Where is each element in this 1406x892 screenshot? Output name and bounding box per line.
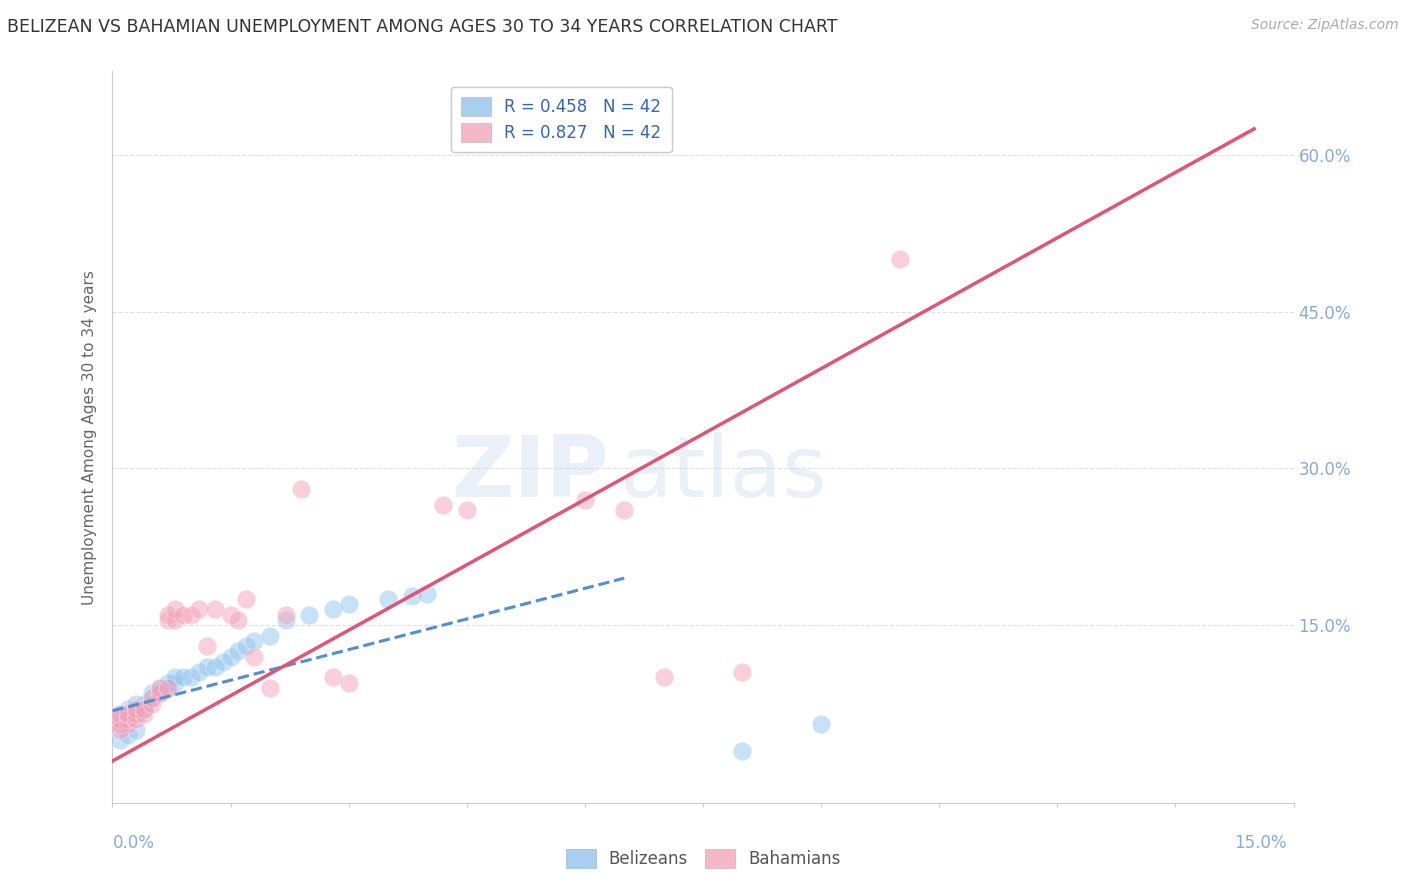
Point <box>204 602 226 616</box>
Text: ZIP: ZIP <box>451 432 609 516</box>
Point <box>110 717 132 731</box>
Point <box>172 670 194 684</box>
Point <box>228 644 250 658</box>
Point <box>141 691 163 706</box>
Point <box>156 607 179 622</box>
Point <box>165 602 187 616</box>
Point <box>141 691 163 706</box>
Point <box>574 492 596 507</box>
Point <box>117 712 139 726</box>
Point <box>149 681 172 695</box>
Point <box>259 681 281 695</box>
Text: atlas: atlas <box>620 432 828 516</box>
Point <box>110 717 132 731</box>
Point <box>156 681 179 695</box>
Point <box>337 675 360 690</box>
Point <box>141 686 163 700</box>
Point <box>117 702 139 716</box>
Point <box>377 592 399 607</box>
Point <box>117 728 139 742</box>
Point <box>110 712 132 726</box>
Point <box>337 597 360 611</box>
Point <box>125 712 148 726</box>
Point <box>228 613 250 627</box>
Point <box>110 706 132 721</box>
Point <box>125 706 148 721</box>
Point <box>125 702 148 716</box>
Text: Source: ZipAtlas.com: Source: ZipAtlas.com <box>1251 18 1399 32</box>
Point <box>235 592 257 607</box>
Point <box>156 613 179 627</box>
Point <box>274 613 297 627</box>
Point <box>322 670 344 684</box>
Point <box>810 717 832 731</box>
Point <box>290 483 312 497</box>
Point <box>195 660 218 674</box>
Point <box>165 613 187 627</box>
Point <box>165 675 187 690</box>
Point <box>180 607 202 622</box>
Text: BELIZEAN VS BAHAMIAN UNEMPLOYMENT AMONG AGES 30 TO 34 YEARS CORRELATION CHART: BELIZEAN VS BAHAMIAN UNEMPLOYMENT AMONG … <box>7 18 838 36</box>
Point <box>110 733 132 747</box>
Point <box>195 639 218 653</box>
Text: 15.0%: 15.0% <box>1234 834 1286 852</box>
Point <box>172 607 194 622</box>
Legend: Belizeans, Bahamians: Belizeans, Bahamians <box>558 842 848 875</box>
Point <box>132 697 155 711</box>
Point <box>117 717 139 731</box>
Point <box>219 649 242 664</box>
Point <box>125 706 148 721</box>
Point <box>416 587 439 601</box>
Text: 0.0%: 0.0% <box>112 834 155 852</box>
Point <box>322 602 344 616</box>
Point <box>204 660 226 674</box>
Point <box>156 681 179 695</box>
Point <box>243 649 266 664</box>
Y-axis label: Unemployment Among Ages 30 to 34 years: Unemployment Among Ages 30 to 34 years <box>82 269 97 605</box>
Legend: R = 0.458   N = 42, R = 0.827   N = 42: R = 0.458 N = 42, R = 0.827 N = 42 <box>451 87 672 153</box>
Point <box>274 607 297 622</box>
Point <box>110 723 132 737</box>
Point <box>432 498 454 512</box>
Point <box>165 670 187 684</box>
Point <box>219 607 242 622</box>
Point <box>401 589 423 603</box>
Point <box>149 686 172 700</box>
Point <box>132 702 155 716</box>
Point <box>132 702 155 716</box>
Point <box>117 712 139 726</box>
Point <box>889 252 911 267</box>
Point <box>259 629 281 643</box>
Point <box>125 702 148 716</box>
Point <box>110 706 132 721</box>
Point <box>125 723 148 737</box>
Point <box>149 686 172 700</box>
Point <box>149 681 172 695</box>
Point <box>613 503 636 517</box>
Point <box>180 670 202 684</box>
Point <box>456 503 478 517</box>
Point <box>211 655 233 669</box>
Point <box>652 670 675 684</box>
Point <box>117 706 139 721</box>
Point <box>110 712 132 726</box>
Point <box>731 665 754 680</box>
Point <box>188 665 211 680</box>
Point <box>243 633 266 648</box>
Point <box>156 675 179 690</box>
Point <box>188 602 211 616</box>
Point <box>731 743 754 757</box>
Point <box>117 706 139 721</box>
Point <box>235 639 257 653</box>
Point <box>132 706 155 721</box>
Point <box>141 697 163 711</box>
Point <box>125 697 148 711</box>
Point <box>298 607 321 622</box>
